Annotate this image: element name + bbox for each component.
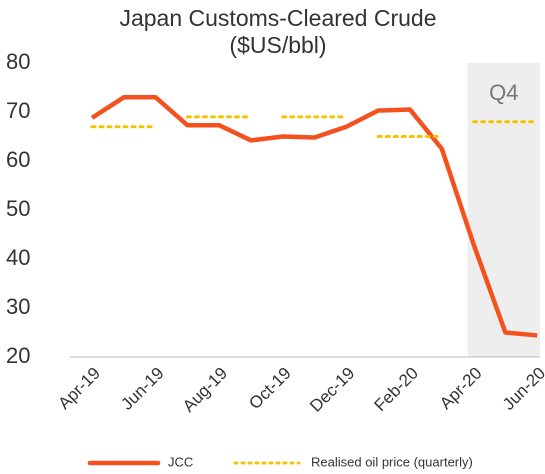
highlight-band: [467, 63, 540, 357]
x-tick-label: Oct-19: [245, 364, 295, 414]
y-tick-label: 20: [6, 343, 30, 368]
chart-subtitle: ($US/bbl): [229, 32, 326, 58]
legend-label: JCC: [168, 454, 193, 469]
legend-label: Realised oil price (quarterly): [311, 454, 473, 469]
y-tick-label: 60: [6, 147, 30, 172]
x-tick-label: Jun-19: [117, 364, 167, 414]
x-tick-label: Dec-19: [306, 364, 358, 416]
chart-title: Japan Customs-Cleared Crude: [119, 5, 436, 31]
y-tick-label: 80: [6, 49, 30, 74]
y-tick-label: 50: [6, 196, 30, 221]
x-tick-label: Jun-20: [499, 364, 545, 414]
x-tick-label: Aug-19: [179, 364, 231, 416]
annotation: Q4: [489, 80, 518, 105]
x-tick-label: Apr-20: [436, 364, 486, 414]
y-tick-label: 40: [6, 245, 30, 270]
x-tick-label: Feb-20: [370, 364, 422, 416]
line: [90, 95, 538, 338]
y-tick-label: 30: [6, 294, 30, 319]
x-tick-label: Apr-19: [54, 364, 104, 414]
y-tick-label: 70: [6, 98, 30, 123]
